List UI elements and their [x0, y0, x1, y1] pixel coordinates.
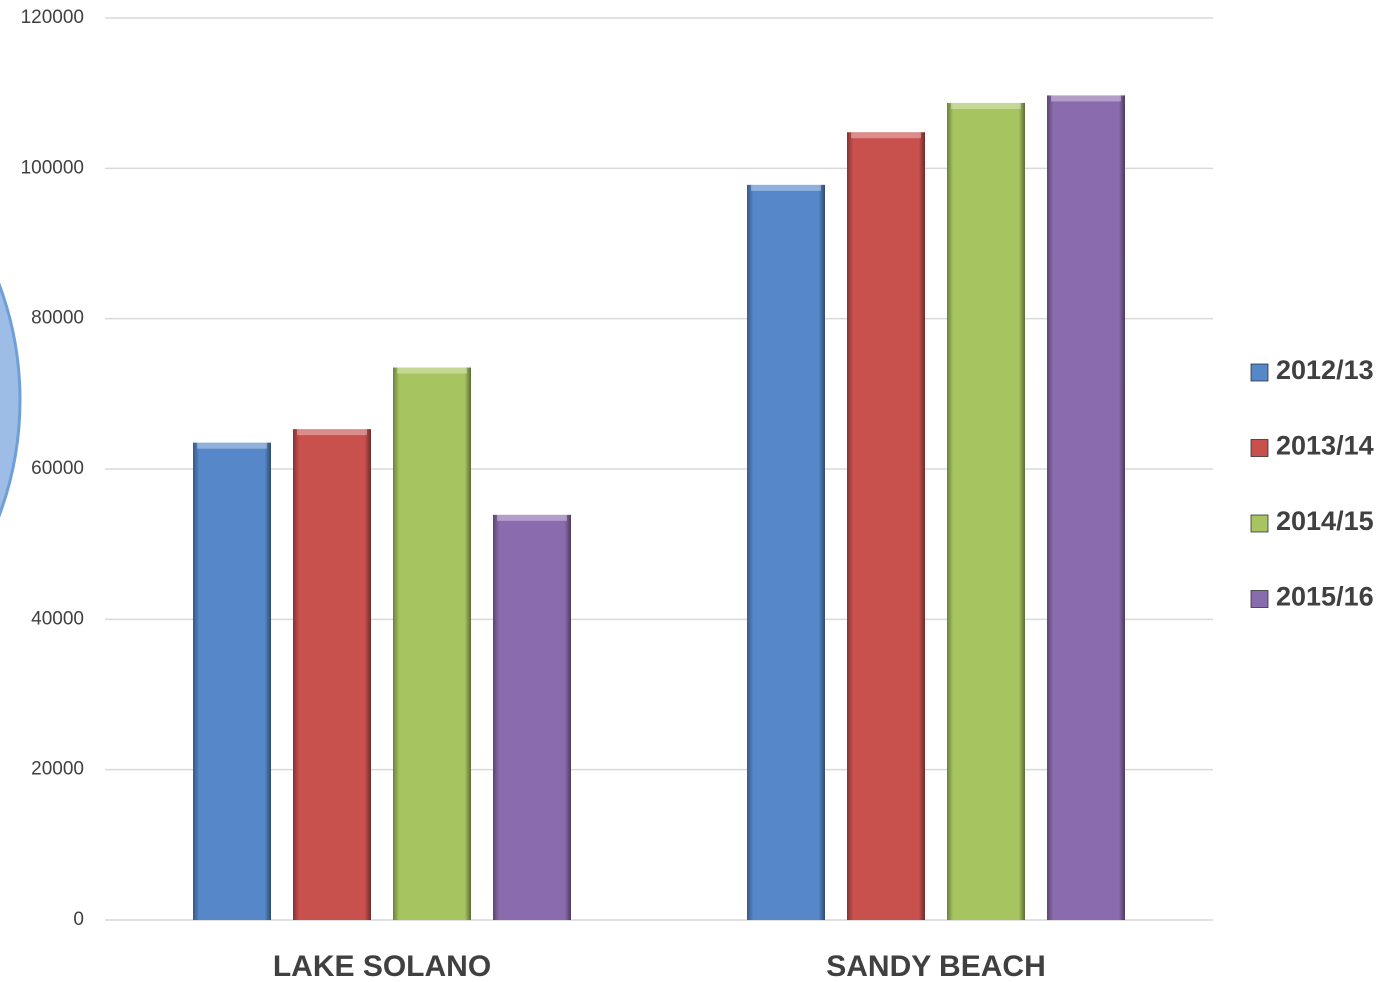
- bar: [493, 514, 571, 920]
- background-arc: [0, 282, 22, 518]
- bar-highlight: [1051, 95, 1121, 102]
- y-tick-label: 80000: [31, 308, 84, 329]
- bar: [947, 102, 1025, 920]
- legend-label: 2014/15: [1276, 506, 1374, 536]
- x-tick-label: LAKE SOLANO: [273, 950, 491, 982]
- bar: [293, 429, 371, 920]
- legend-swatch: [1250, 514, 1269, 533]
- bar: [393, 367, 471, 920]
- bar: [847, 132, 925, 921]
- y-tick-label: 100000: [21, 157, 84, 178]
- bar-highlight: [851, 132, 921, 139]
- legend-swatch: [1250, 363, 1269, 382]
- legend-swatch: [1250, 439, 1269, 457]
- bar: [193, 442, 271, 920]
- y-tick-label: 40000: [31, 608, 84, 629]
- bar-highlight: [397, 367, 467, 374]
- y-tick-label: 60000: [31, 458, 84, 479]
- legend-swatch: [1250, 590, 1269, 608]
- y-tick-label: 120000: [21, 7, 84, 28]
- bar-highlight: [297, 429, 367, 436]
- bar-highlight: [951, 102, 1021, 109]
- y-tick-label: 0: [73, 909, 84, 930]
- bar-highlight: [197, 442, 267, 449]
- bar: [747, 184, 825, 920]
- bar-highlight: [497, 514, 567, 521]
- x-tick-label: SANDY BEACH: [826, 950, 1045, 982]
- bar-highlight: [751, 184, 821, 191]
- legend-label: 2012/13: [1276, 355, 1374, 385]
- legend-label: 2013/14: [1276, 431, 1374, 461]
- y-tick-label: 20000: [31, 759, 84, 780]
- bar: [1047, 95, 1125, 920]
- legend-label: 2015/16: [1276, 582, 1374, 612]
